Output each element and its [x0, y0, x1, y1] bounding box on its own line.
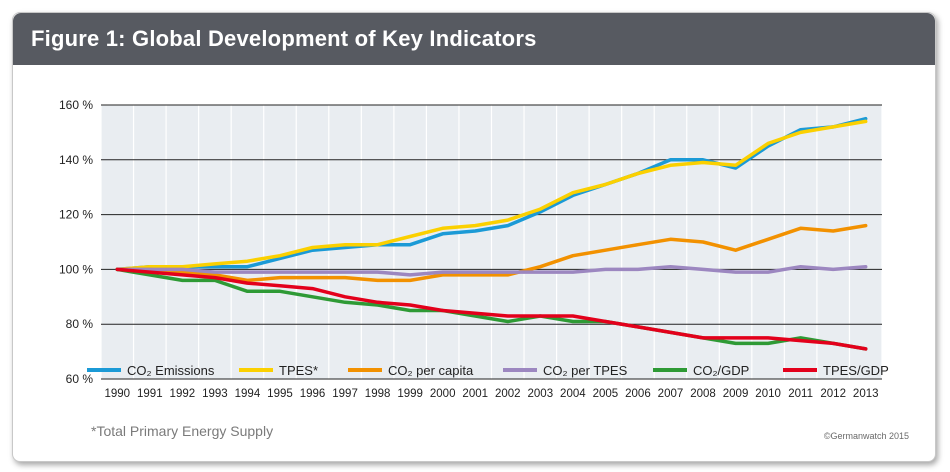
- y-tick-label: 120 %: [59, 208, 93, 222]
- x-tick-label: 2000: [430, 388, 456, 400]
- figure-card: Figure 1: Global Development of Key Indi…: [12, 12, 936, 462]
- x-tick-label: 2009: [723, 388, 749, 400]
- figure-title: Figure 1: Global Development of Key Indi…: [31, 26, 537, 51]
- x-tick-label: 2008: [690, 388, 716, 400]
- series-lines: [115, 116, 868, 351]
- x-tick-label: 2006: [625, 388, 651, 400]
- x-tick-label: 1999: [397, 388, 423, 400]
- copyright: ©Germanwatch 2015: [823, 431, 909, 441]
- legend: CO₂ Emissions TPES* CO₂ per capita CO₂ per …: [87, 363, 889, 378]
- x-tick-label: 2001: [462, 388, 488, 400]
- x-tick-label: 1998: [365, 388, 391, 400]
- series-line: [115, 267, 868, 351]
- x-tick-label: 1991: [137, 388, 163, 400]
- x-tick-label: 2005: [593, 388, 619, 400]
- x-tick-label: 1992: [170, 388, 196, 400]
- legend-label: CO₂ per capita: [388, 363, 474, 378]
- series-line: [115, 264, 868, 277]
- series-line: [115, 267, 868, 351]
- legend-label: TPES*: [279, 363, 318, 378]
- x-tick-label: 2013: [853, 388, 879, 400]
- series-line: [115, 116, 868, 272]
- footnote: *Total Primary Energy Supply: [91, 423, 274, 439]
- y-tick-label: 100 %: [59, 262, 93, 276]
- y-tick-label: 140 %: [59, 153, 93, 167]
- y-axis: 60 % 80 % 100 % 120 % 140 % 160 %: [59, 98, 93, 386]
- legend-label: CO₂/GDP: [693, 363, 749, 378]
- y-tick-label: 160 %: [59, 98, 93, 112]
- x-tick-label: 2003: [528, 388, 554, 400]
- y-tick-label: 80 %: [66, 317, 94, 331]
- line-chart: 60 %80 %100 %120 %140 %160 % 1990 1991 199…: [59, 98, 889, 400]
- x-tick-label: 2011: [788, 388, 813, 400]
- x-axis: 1990 1991 1992 1993 1994 1995 1996 1997 1998 1999…: [104, 388, 878, 400]
- x-tick-label: 1997: [332, 388, 358, 400]
- x-tick-label: 1993: [202, 388, 228, 400]
- x-tick-label: 2012: [820, 388, 846, 400]
- legend-label: CO₂ per TPES: [543, 363, 628, 378]
- legend-label: CO₂ Emissions: [127, 363, 215, 378]
- series-line: [115, 223, 868, 283]
- legend-label: TPES/GDP: [823, 363, 889, 378]
- x-tick-label: 1990: [104, 388, 130, 400]
- y-tick-label: 60 %: [66, 372, 94, 386]
- x-tick-label: 2004: [560, 388, 586, 400]
- x-tick-label: 1995: [267, 388, 293, 400]
- x-tick-label: 1996: [300, 388, 326, 400]
- figure-header: Figure 1: Global Development of Key Indi…: [13, 13, 935, 65]
- x-tick-label: 2007: [658, 388, 684, 400]
- x-tick-label: 1994: [235, 388, 261, 400]
- series-line: [115, 119, 868, 272]
- x-tick-label: 2002: [495, 388, 521, 400]
- x-tick-label: 2010: [755, 388, 781, 400]
